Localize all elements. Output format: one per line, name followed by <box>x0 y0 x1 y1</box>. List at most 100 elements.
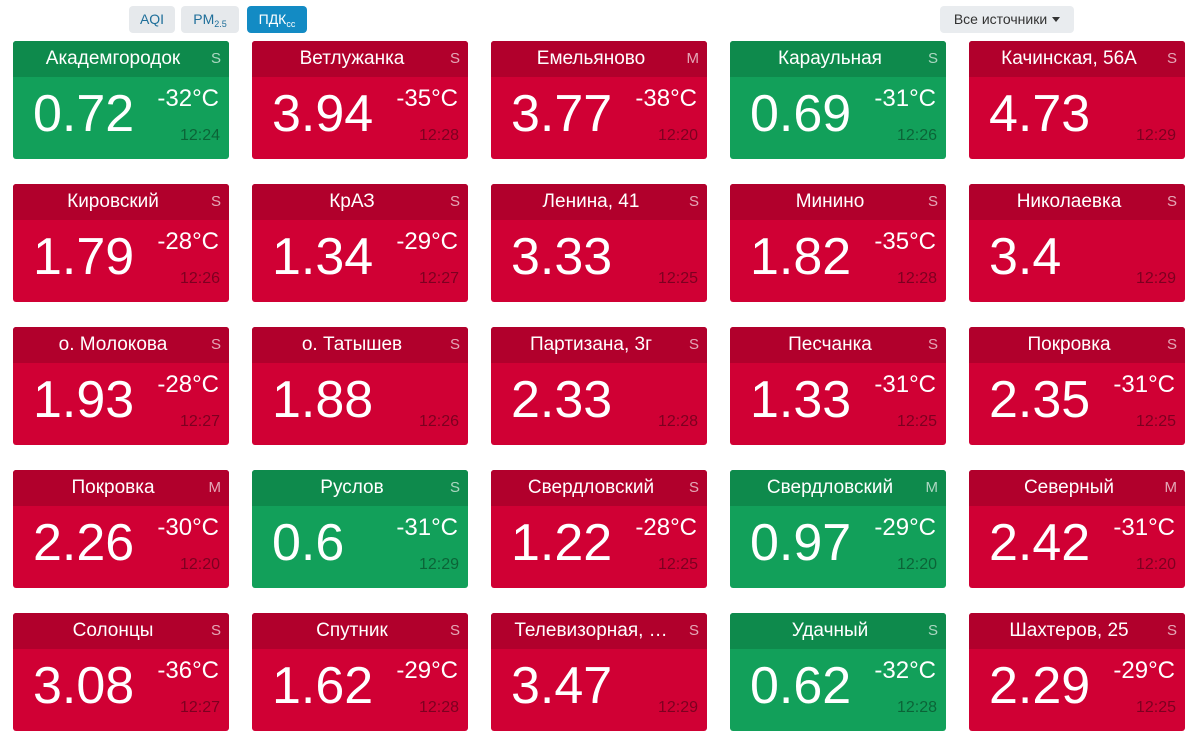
station-name: о. Татышев <box>301 334 403 355</box>
station-card[interactable]: Покровка S 2.35 -31°C 12:25 <box>969 327 1185 445</box>
station-card-header: Партизана, 3г S <box>491 327 707 363</box>
pollution-value: 3.94 <box>272 85 374 143</box>
station-name: Караульная <box>778 48 882 69</box>
station-card-header: КрАЗ S <box>252 184 468 220</box>
temperature: -31°C <box>396 514 458 541</box>
station-card-header: Покровка M <box>13 470 229 506</box>
station-card[interactable]: Удачный S 0.62 -32°C 12:28 <box>730 613 946 731</box>
source-badge: S <box>210 50 221 67</box>
pollution-value: 0.6 <box>272 514 345 572</box>
station-name: Ленина, 41 <box>542 191 640 212</box>
timestamp: 12:27 <box>179 699 220 716</box>
pollution-value: 1.33 <box>750 371 852 429</box>
station-card[interactable]: Покровка M 2.26 -30°C 12:20 <box>13 470 229 588</box>
station-card-header: Минино S <box>730 184 946 220</box>
timestamp: 12:25 <box>657 556 698 573</box>
toolbar: AQI PM2.5 ПДКсс Все источники <box>0 0 1200 40</box>
timestamp: 12:24 <box>179 127 220 144</box>
pollution-value: 1.82 <box>750 228 852 286</box>
source-badge: S <box>1166 336 1177 353</box>
temperature: -29°C <box>874 514 936 541</box>
station-card[interactable]: Кировский S 1.79 -28°C 12:26 <box>13 184 229 302</box>
temperature: -35°C <box>396 85 458 112</box>
source-badge: S <box>1166 50 1177 67</box>
station-card[interactable]: о. Молокова S 1.93 -28°C 12:27 <box>13 327 229 445</box>
pollution-value: 1.88 <box>272 371 374 429</box>
station-card[interactable]: Емельяново M 3.77 -38°C 12:20 <box>491 41 707 159</box>
pollution-value: 2.42 <box>989 514 1091 572</box>
temperature: -29°C <box>396 228 458 255</box>
pollution-value: 1.79 <box>33 228 135 286</box>
station-card-header: Академгородок S <box>13 41 229 77</box>
pm25-button[interactable]: PM2.5 <box>181 6 239 33</box>
source-badge: S <box>927 622 938 639</box>
station-name: КрАЗ <box>329 191 375 212</box>
timestamp: 12:26 <box>896 127 937 144</box>
station-card[interactable]: Партизана, 3г S 2.33 12:28 <box>491 327 707 445</box>
station-card-header: Свердловский S <box>491 470 707 506</box>
source-badge: S <box>688 193 699 210</box>
temperature: -31°C <box>874 85 936 112</box>
station-name: Ветлужанка <box>299 48 405 69</box>
aqi-button[interactable]: AQI <box>129 6 175 33</box>
station-name: о. Молокова <box>58 334 168 355</box>
station-card-header: о. Молокова S <box>13 327 229 363</box>
station-card-header: Спутник S <box>252 613 468 649</box>
station-name: Удачный <box>791 620 869 641</box>
temperature: -29°C <box>1113 657 1175 684</box>
station-card[interactable]: Телевизорная, … S 3.47 12:29 <box>491 613 707 731</box>
temperature: -30°C <box>157 514 219 541</box>
temperature: -35°C <box>874 228 936 255</box>
station-card[interactable]: Спутник S 1.62 -29°C 12:28 <box>252 613 468 731</box>
timestamp: 12:27 <box>418 270 459 287</box>
station-card[interactable]: Караульная S 0.69 -31°C 12:26 <box>730 41 946 159</box>
station-card-header: Песчанка S <box>730 327 946 363</box>
station-card-header: Ветлужанка S <box>252 41 468 77</box>
station-name: Николаевка <box>1016 191 1122 212</box>
pollution-value: 2.26 <box>33 514 135 572</box>
station-card[interactable]: Ленина, 41 S 3.33 12:25 <box>491 184 707 302</box>
station-card[interactable]: Николаевка S 3.4 12:29 <box>969 184 1185 302</box>
timestamp: 12:28 <box>657 413 698 430</box>
station-card[interactable]: Ветлужанка S 3.94 -35°C 12:28 <box>252 41 468 159</box>
station-card[interactable]: Качинская, 56А S 4.73 12:29 <box>969 41 1185 159</box>
source-badge: M <box>208 479 222 496</box>
station-card[interactable]: Академгородок S 0.72 -32°C 12:24 <box>13 41 229 159</box>
source-badge: M <box>925 479 939 496</box>
station-card[interactable]: КрАЗ S 1.34 -29°C 12:27 <box>252 184 468 302</box>
station-card-header: Караульная S <box>730 41 946 77</box>
temperature: -29°C <box>396 657 458 684</box>
station-name: Свердловский <box>527 477 655 498</box>
timestamp: 12:28 <box>418 699 459 716</box>
station-card[interactable]: Минино S 1.82 -35°C 12:28 <box>730 184 946 302</box>
station-card[interactable]: Шахтеров, 25 S 2.29 -29°C 12:25 <box>969 613 1185 731</box>
station-card[interactable]: Песчанка S 1.33 -31°C 12:25 <box>730 327 946 445</box>
station-name: Свердловский <box>766 477 894 498</box>
station-card[interactable]: Свердловский S 1.22 -28°C 12:25 <box>491 470 707 588</box>
source-badge: S <box>210 622 221 639</box>
source-badge: S <box>1166 622 1177 639</box>
sources-dropdown[interactable]: Все источники <box>940 6 1074 33</box>
station-card[interactable]: о. Татышев S 1.88 12:26 <box>252 327 468 445</box>
pollution-value: 0.97 <box>750 514 852 572</box>
station-card-header: Северный M <box>969 470 1185 506</box>
source-badge: S <box>688 622 699 639</box>
temperature: -36°C <box>157 657 219 684</box>
station-name: Академгородок <box>45 48 181 69</box>
station-card[interactable]: Северный M 2.42 -31°C 12:20 <box>969 470 1185 588</box>
pdk-button-subscript: сс <box>286 19 296 29</box>
station-card[interactable]: Солонцы S 3.08 -36°C 12:27 <box>13 613 229 731</box>
timestamp: 12:20 <box>1135 556 1176 573</box>
pollution-value: 1.22 <box>511 514 613 572</box>
station-name: Спутник <box>316 620 388 641</box>
station-name: Телевизорная, … <box>514 620 668 641</box>
temperature: -32°C <box>874 657 936 684</box>
station-card[interactable]: Свердловский M 0.97 -29°C 12:20 <box>730 470 946 588</box>
timestamp: 12:28 <box>896 270 937 287</box>
timestamp: 12:26 <box>179 270 220 287</box>
pdk-button[interactable]: ПДКсс <box>247 6 307 33</box>
timestamp: 12:20 <box>896 556 937 573</box>
station-card[interactable]: Руслов S 0.6 -31°C 12:29 <box>252 470 468 588</box>
station-card-header: о. Татышев S <box>252 327 468 363</box>
pollution-value: 2.29 <box>989 657 1091 715</box>
